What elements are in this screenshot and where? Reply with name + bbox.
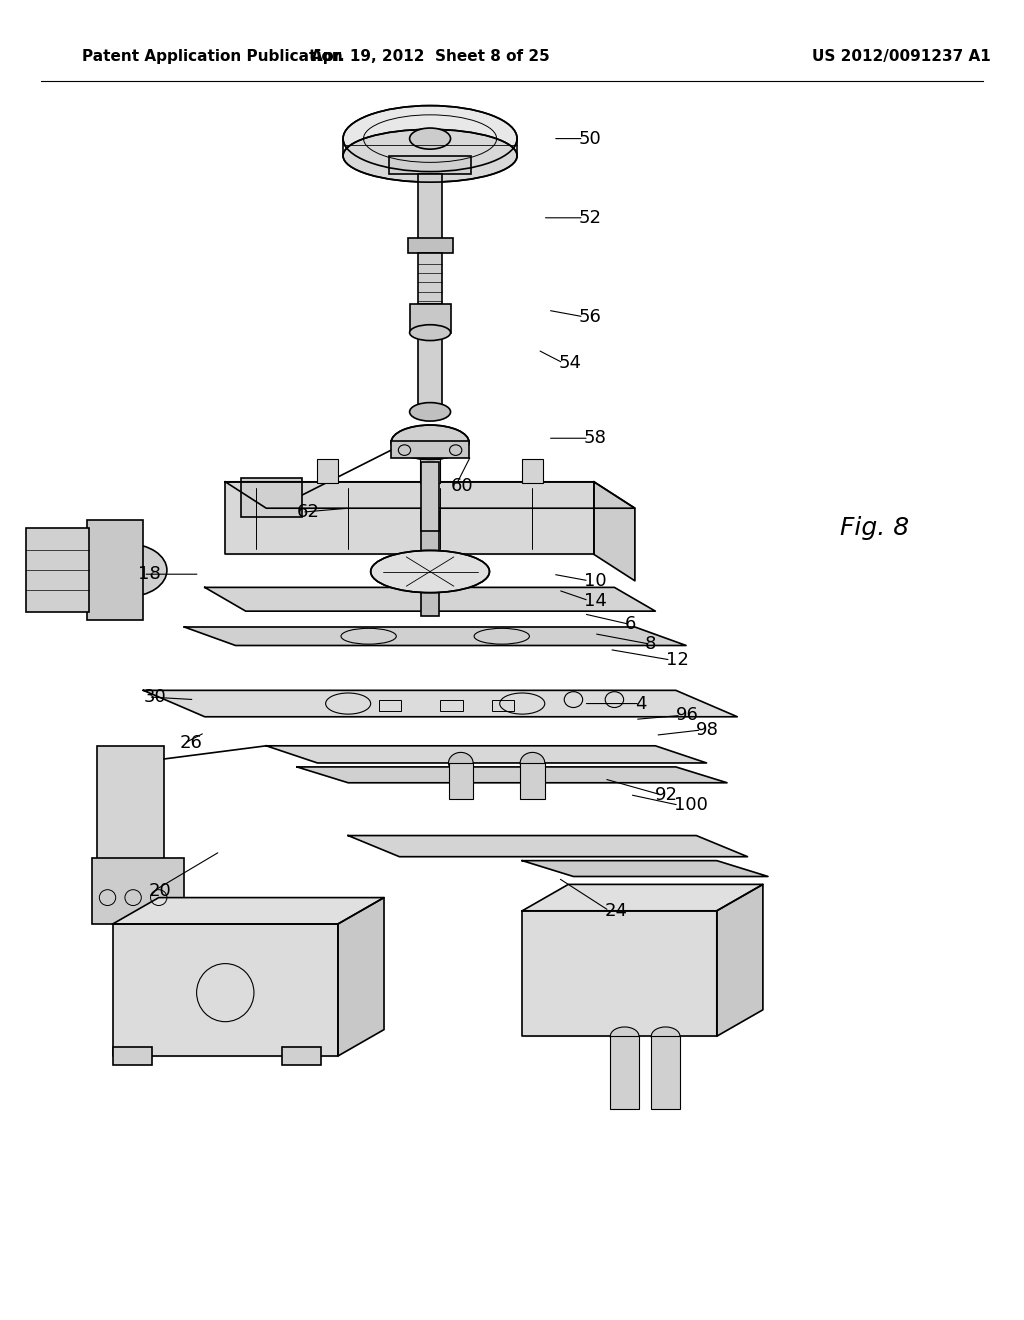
Bar [87,520,143,620]
Bar [241,478,302,517]
Text: 14: 14 [584,591,606,610]
Bar [418,253,442,304]
Bar [418,333,442,412]
Polygon shape [113,924,338,1056]
Ellipse shape [610,1027,639,1045]
Text: 8: 8 [645,635,656,653]
Polygon shape [297,767,727,783]
Text: 20: 20 [148,882,171,900]
Ellipse shape [410,325,451,341]
Bar [420,459,440,483]
Ellipse shape [651,1027,680,1045]
Text: 10: 10 [584,572,606,590]
Bar [391,441,469,458]
Polygon shape [594,482,635,581]
Bar [410,304,451,333]
Text: 60: 60 [451,477,473,495]
Text: 12: 12 [666,651,688,669]
Bar [522,459,543,483]
Text: 96: 96 [676,706,698,725]
Polygon shape [205,587,655,611]
Polygon shape [266,746,707,763]
Polygon shape [522,911,717,1036]
Bar [610,1036,639,1109]
Text: Fig. 8: Fig. 8 [840,516,909,540]
Ellipse shape [410,128,451,149]
Bar [449,763,473,799]
Bar [492,700,514,711]
Bar [379,700,401,711]
Text: US 2012/0091237 A1: US 2012/0091237 A1 [812,49,990,65]
Text: 50: 50 [579,129,601,148]
Polygon shape [225,482,594,554]
Polygon shape [184,627,686,645]
Bar [317,459,338,483]
Text: 54: 54 [558,354,581,372]
Text: 98: 98 [696,721,719,739]
Text: 4: 4 [635,694,646,713]
Text: 58: 58 [584,429,606,447]
Bar [418,174,442,240]
Text: Apr. 19, 2012  Sheet 8 of 25: Apr. 19, 2012 Sheet 8 of 25 [310,49,550,65]
Polygon shape [522,861,768,876]
Text: 26: 26 [179,734,202,752]
Bar [651,1036,680,1109]
Ellipse shape [89,544,167,597]
Text: 52: 52 [579,209,601,227]
Text: 92: 92 [655,785,678,804]
Bar [282,1047,321,1065]
Bar [26,528,89,612]
Bar [92,858,184,924]
Ellipse shape [343,106,517,172]
Bar [421,511,439,616]
Bar [389,156,471,174]
Bar [97,746,164,865]
Bar [440,700,463,711]
Bar [113,1047,152,1065]
Polygon shape [143,690,737,717]
Text: 62: 62 [297,503,319,521]
Bar [520,763,545,799]
Text: Patent Application Publication: Patent Application Publication [82,49,343,65]
Ellipse shape [343,129,517,182]
Text: 30: 30 [143,688,166,706]
Polygon shape [717,884,763,1036]
Text: 6: 6 [625,615,636,634]
Polygon shape [338,898,384,1056]
Ellipse shape [520,752,545,774]
Text: 56: 56 [579,308,601,326]
Ellipse shape [449,752,473,774]
Bar [421,462,439,531]
Polygon shape [348,836,748,857]
Polygon shape [522,884,763,911]
Text: 24: 24 [604,902,627,920]
Polygon shape [225,482,635,508]
Text: 100: 100 [674,796,708,814]
Ellipse shape [391,425,469,459]
Polygon shape [113,898,384,924]
Bar [408,238,453,253]
Ellipse shape [371,550,489,593]
Ellipse shape [410,403,451,421]
Text: 18: 18 [138,565,161,583]
